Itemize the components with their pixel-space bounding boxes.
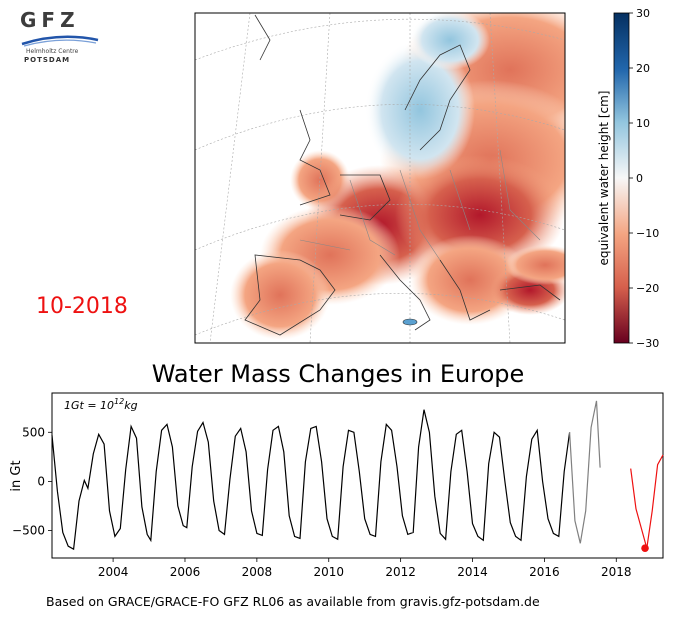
y-tick-label: 500 [22, 425, 45, 439]
x-tick-label: 2016 [529, 565, 560, 579]
source-footnote: Based on GRACE/GRACE-FO GFZ RL06 as avai… [46, 594, 540, 609]
x-tick-label: 2006 [170, 565, 201, 579]
x-tick-label: 2018 [601, 565, 632, 579]
colorbar-tick-label: −10 [636, 227, 659, 240]
current-month-marker [641, 544, 649, 552]
logo-organisation: Helmholtz Centre [26, 48, 79, 55]
colorbar-tick-label: 10 [636, 117, 650, 130]
date-label: 10-2018 [36, 294, 128, 319]
colorbar-tick-label: −30 [636, 337, 659, 350]
x-tick-label: 2012 [385, 565, 416, 579]
series-line-solid-red [630, 454, 664, 549]
x-tick-label: 2010 [313, 565, 344, 579]
logo-city: POTSDAM [24, 56, 71, 64]
colorbar-tick-label: 0 [636, 172, 643, 185]
x-tick-label: 2008 [242, 565, 273, 579]
colorbar-tick-label: −20 [636, 282, 659, 295]
y-tick-label: 0 [37, 474, 45, 488]
unit-annotation: 1Gt = 1012kg [64, 397, 138, 412]
plot-frame [51, 392, 664, 559]
gfz-logo: GFZ Helmholtz Centre POTSDAM [20, 8, 100, 64]
colorbar-tick-label: 20 [636, 62, 650, 75]
colorbar: 30 20 10 0 −10 −20 −30 [613, 7, 659, 350]
map-field [195, 13, 565, 343]
colorbar-label: equivalent water height [cm] [597, 91, 611, 266]
logo-mark: GFZ [20, 8, 80, 32]
y-axis-label: in Gt [9, 460, 24, 491]
y-tick-label: −500 [12, 524, 45, 538]
chart-title: Water Mass Changes in Europe [151, 360, 525, 388]
logo-swoosh [21, 35, 99, 47]
x-tick-label: 2014 [457, 565, 488, 579]
x-tick-label: 2004 [98, 565, 129, 579]
series-line-solid-gray [569, 400, 601, 544]
colorbar-tick-label: 30 [636, 7, 650, 20]
series-line-solid-black [51, 409, 571, 551]
